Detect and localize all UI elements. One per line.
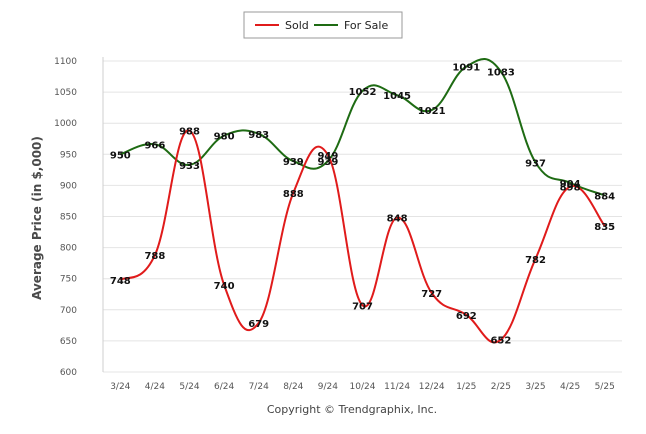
data-label-sold: 707 <box>352 301 373 312</box>
x-tick-label: 3/25 <box>525 382 545 392</box>
data-label-for-sale: 983 <box>248 130 269 141</box>
y-tick-label: 700 <box>60 306 77 316</box>
y-tick-label: 1000 <box>54 119 77 129</box>
data-label-for-sale: 980 <box>214 132 235 143</box>
data-label-sold: 898 <box>560 183 581 194</box>
y-tick-label: 950 <box>60 150 77 160</box>
data-label-sold: 788 <box>144 251 165 262</box>
y-tick-label: 600 <box>60 368 77 378</box>
legend-label-sold: Sold <box>285 19 309 32</box>
x-tick-label: 9/24 <box>318 382 338 392</box>
data-label-sold: 652 <box>490 336 511 347</box>
x-tick-label: 7/24 <box>249 382 269 392</box>
data-label-for-sale: 904 <box>560 179 581 190</box>
x-tick-label: 11/24 <box>384 382 410 392</box>
legend-label-for-sale: For Sale <box>344 19 388 32</box>
x-tick-label: 12/24 <box>419 382 445 392</box>
x-tick-label: 10/24 <box>350 382 376 392</box>
y-tick-label: 800 <box>60 244 77 254</box>
data-label-sold: 748 <box>110 276 131 287</box>
series-line-for-sale <box>119 58 606 197</box>
data-label-sold: 949 <box>317 151 338 162</box>
y-tick-label: 850 <box>60 213 77 223</box>
x-tick-label: 8/24 <box>283 382 303 392</box>
data-label-for-sale: 1091 <box>452 63 480 74</box>
data-label-sold: 727 <box>421 289 442 300</box>
data-label-for-sale: 950 <box>110 150 131 161</box>
copyright-footer: Copyright © Trendgraphix, Inc. <box>267 403 437 416</box>
data-label-sold: 835 <box>594 222 615 233</box>
y-tick-label: 900 <box>60 181 77 191</box>
data-label-for-sale: 1083 <box>487 68 515 79</box>
x-tick-label: 4/24 <box>145 382 165 392</box>
x-tick-label: 1/25 <box>456 382 476 392</box>
y-tick-label: 750 <box>60 275 77 285</box>
data-label-for-sale: 966 <box>144 140 165 151</box>
x-tick-label: 6/24 <box>214 382 234 392</box>
data-label-sold: 988 <box>179 127 200 138</box>
data-label-sold: 888 <box>283 189 304 200</box>
x-tick-label: 4/25 <box>560 382 580 392</box>
data-label-sold: 740 <box>214 281 235 292</box>
data-label-sold: 679 <box>248 319 269 330</box>
data-label-for-sale: 1021 <box>418 106 446 117</box>
data-label-for-sale: 933 <box>179 161 200 172</box>
series-line-sold <box>119 129 606 344</box>
data-label-for-sale: 937 <box>525 158 546 169</box>
data-label-sold: 848 <box>387 214 408 225</box>
x-tick-label: 3/24 <box>110 382 130 392</box>
y-tick-label: 1100 <box>54 57 77 67</box>
data-label-for-sale: 1052 <box>349 87 377 98</box>
x-tick-label: 5/24 <box>179 382 199 392</box>
data-label-for-sale: 939 <box>283 157 304 168</box>
data-label-sold: 782 <box>525 255 546 266</box>
x-tick-label: 2/25 <box>491 382 511 392</box>
data-label-for-sale: 1045 <box>383 91 411 102</box>
data-label-for-sale: 939 <box>317 157 338 168</box>
data-label-sold: 692 <box>456 311 477 322</box>
data-label-for-sale: 884 <box>594 191 615 202</box>
y-tick-label: 650 <box>60 337 77 347</box>
y-axis-title: Average Price (in $,000) <box>30 136 44 300</box>
x-tick-label: 5/25 <box>595 382 615 392</box>
y-tick-label: 1050 <box>54 88 77 98</box>
